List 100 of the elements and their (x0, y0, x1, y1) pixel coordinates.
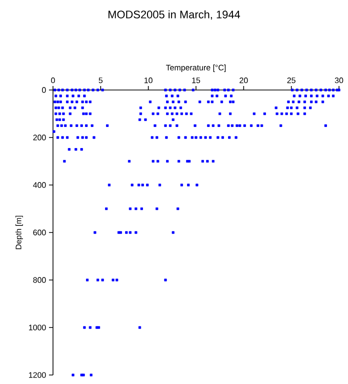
point (192, 88, 194, 92)
point (165, 136, 168, 139)
point (74, 106, 76, 110)
point (156, 207, 158, 210)
point (96, 326, 98, 329)
point (156, 112, 160, 116)
point (190, 112, 193, 116)
point (80, 148, 83, 151)
point (150, 136, 154, 139)
point (82, 374, 85, 376)
point (190, 136, 194, 139)
point (310, 94, 313, 98)
point (292, 100, 295, 104)
point (178, 88, 182, 92)
point (139, 106, 142, 110)
point (324, 124, 327, 127)
point (54, 106, 58, 110)
point (185, 112, 188, 116)
point (156, 160, 160, 163)
point (125, 231, 128, 234)
point (66, 100, 69, 104)
point (310, 100, 313, 104)
point (221, 136, 224, 139)
point (304, 94, 307, 98)
point (300, 88, 304, 92)
point (81, 100, 84, 104)
point (60, 124, 63, 127)
point (59, 100, 62, 104)
point (88, 326, 92, 329)
point (216, 94, 218, 98)
point (112, 278, 114, 282)
point (119, 231, 122, 234)
point (54, 94, 58, 98)
point (81, 136, 84, 139)
point (59, 94, 62, 98)
point (196, 184, 198, 186)
point (164, 124, 167, 127)
point (168, 106, 172, 110)
point (54, 112, 58, 116)
point (327, 94, 330, 98)
point (96, 88, 100, 92)
point (56, 124, 60, 127)
point (76, 124, 78, 127)
point (172, 118, 174, 121)
point (303, 112, 306, 116)
point (54, 100, 56, 104)
point (56, 100, 60, 104)
point (176, 124, 178, 127)
point (170, 112, 174, 116)
point (230, 94, 233, 98)
point (146, 184, 149, 186)
point (92, 136, 96, 139)
point (194, 136, 198, 139)
point (218, 124, 220, 127)
point (204, 136, 207, 139)
point (206, 160, 209, 163)
point (74, 88, 78, 92)
point (328, 88, 331, 92)
point (178, 136, 180, 139)
point (232, 88, 234, 92)
point (172, 231, 174, 234)
point (243, 124, 246, 127)
point (309, 106, 312, 110)
point (168, 88, 172, 92)
point (61, 88, 64, 92)
point (158, 106, 160, 110)
point (63, 160, 66, 163)
point (178, 160, 180, 163)
point (57, 88, 60, 92)
point (128, 231, 132, 234)
point (80, 374, 83, 376)
point (57, 106, 60, 110)
point (183, 88, 186, 92)
point (130, 184, 134, 186)
point (176, 207, 180, 210)
point (290, 112, 293, 116)
point (138, 118, 142, 121)
point (224, 94, 227, 98)
point (90, 374, 92, 376)
point (227, 124, 230, 127)
point (274, 106, 278, 110)
point (338, 88, 340, 92)
point (229, 112, 232, 116)
point (76, 100, 78, 104)
point (140, 207, 143, 210)
point (210, 100, 214, 104)
point (105, 207, 108, 210)
point (170, 94, 174, 98)
point (85, 100, 88, 104)
point (66, 88, 69, 92)
point (176, 112, 178, 116)
point (85, 124, 88, 127)
point (296, 88, 298, 92)
point (101, 88, 104, 92)
point (108, 184, 111, 186)
point (56, 118, 58, 121)
point (303, 100, 306, 104)
point (209, 136, 212, 139)
point (164, 88, 167, 92)
point (332, 88, 335, 92)
